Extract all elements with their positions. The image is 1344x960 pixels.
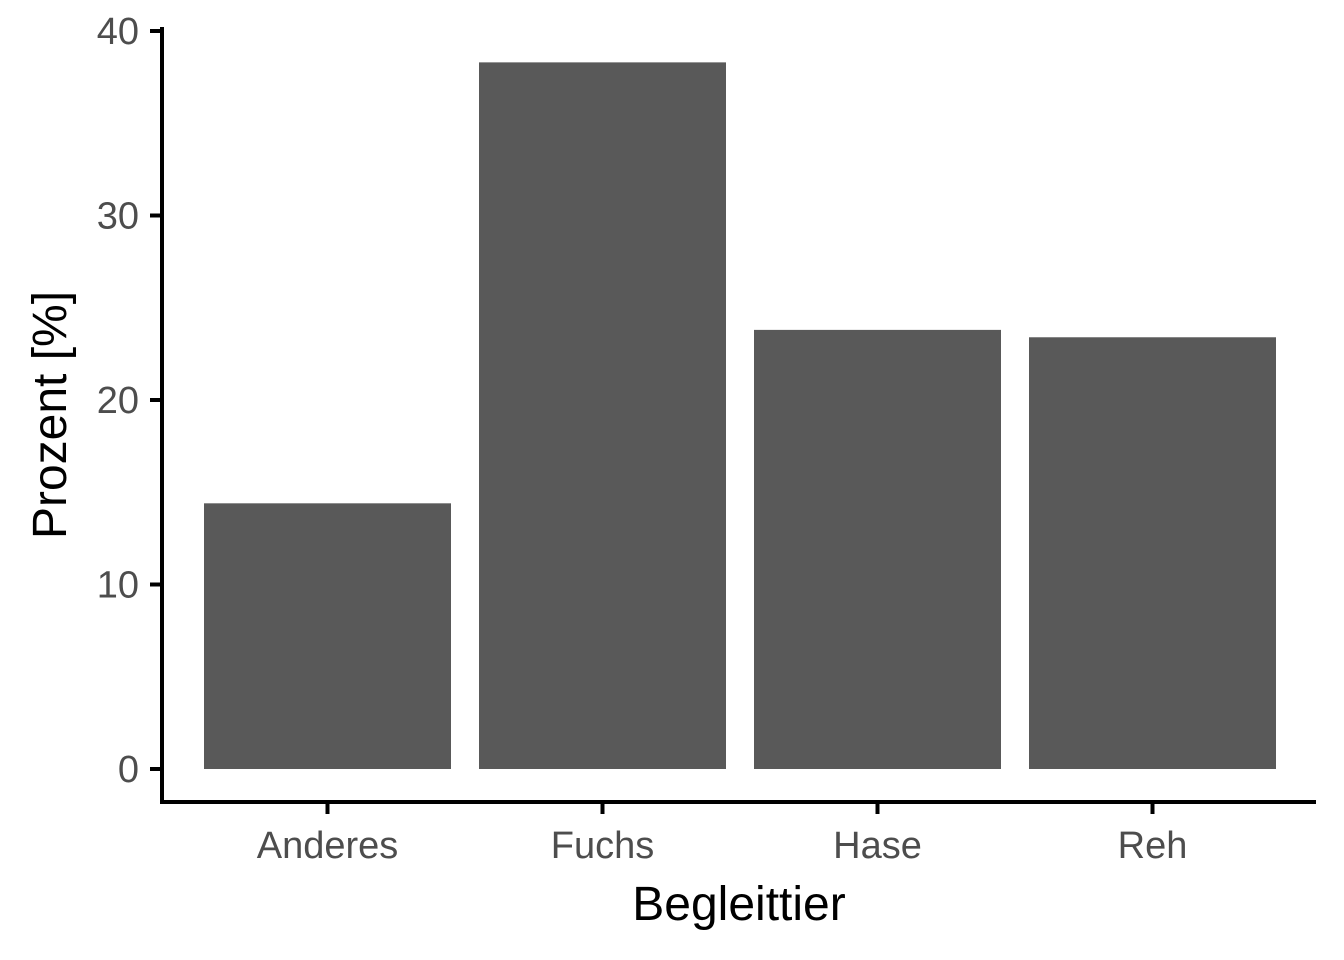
y-tick-label: 10	[97, 565, 139, 607]
x-tick-label: Reh	[1118, 825, 1188, 867]
y-tick-label: 0	[118, 749, 139, 791]
x-ticks: Anderes Fuchs Hase Reh	[257, 802, 1188, 867]
y-tick-label: 20	[97, 380, 139, 422]
x-tick-label: Hase	[833, 825, 922, 867]
bar-reh	[1029, 337, 1276, 769]
y-axis: 0 10 20 30 40	[97, 11, 164, 804]
bar-hase	[754, 329, 1001, 769]
x-tick-label: Anderes	[257, 825, 399, 867]
y-axis-title: Prozent [%]	[24, 291, 77, 539]
x-axis: Anderes Fuchs Hase Reh	[160, 800, 1316, 867]
y-tick-label: 30	[97, 196, 139, 238]
x-tick-label: Fuchs	[551, 825, 654, 867]
bar-fuchs	[479, 62, 726, 770]
y-tick-label: 40	[97, 11, 139, 53]
bars-group	[204, 62, 1276, 770]
y-ticks: 0 10 20 30 40	[97, 11, 162, 791]
bar-anderes	[204, 503, 451, 769]
x-axis-title: Begleittier	[632, 878, 845, 931]
